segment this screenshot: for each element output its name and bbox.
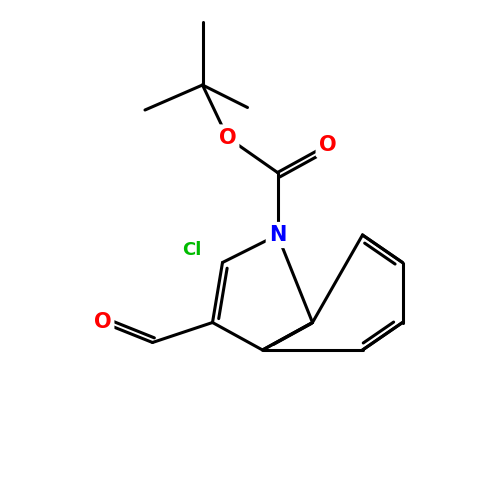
- Text: O: O: [218, 128, 236, 148]
- Text: O: O: [94, 312, 112, 332]
- Text: N: N: [269, 225, 286, 245]
- Text: O: O: [318, 135, 336, 155]
- Text: Cl: Cl: [182, 241, 201, 259]
